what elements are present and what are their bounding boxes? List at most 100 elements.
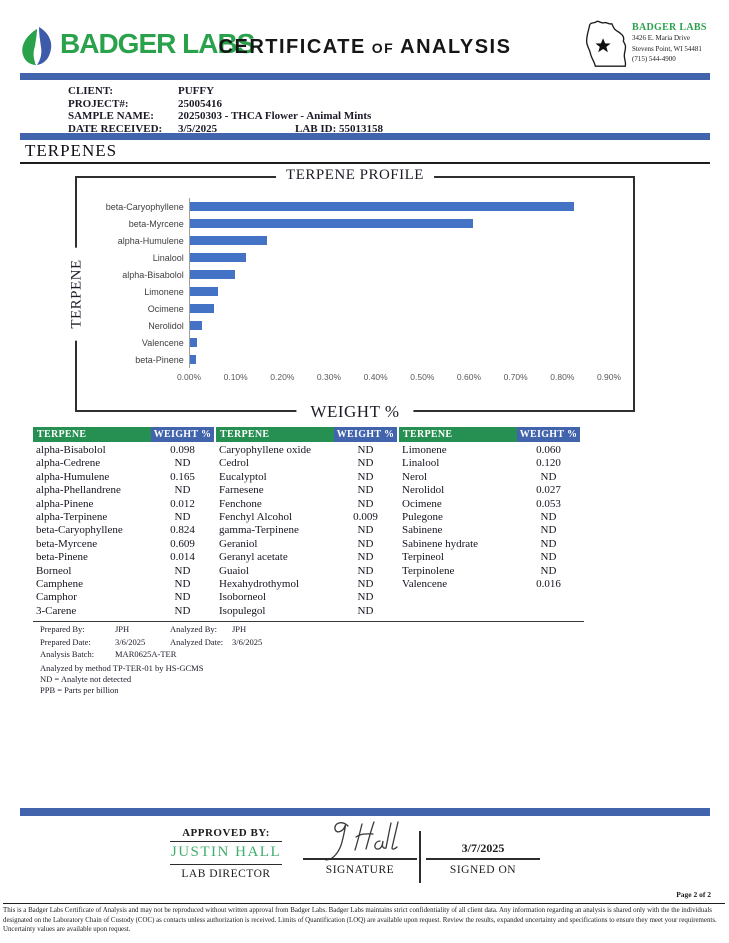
table-header-terpene-1: TERPENE [33,427,151,442]
analyzed-by-value: JPH [232,624,247,634]
terpene-weight-cell: ND [174,510,191,523]
terpene-weight-cell: ND [540,524,557,537]
table-header-terpene-3: TERPENE [399,427,517,442]
chart-bar [189,219,474,228]
terpene-weight-cell: ND [357,444,374,456]
terpene-name-cell: Fenchone [219,497,262,510]
sample-value: 20250303 - THCA Flower - Animal Mints [178,110,372,122]
terpene-profile-chart: TERPENE PROFILE TERPENE WEIGHT % beta-Ca… [68,167,635,422]
terpene-name-cell: Borneol [36,564,72,577]
signed-date-line [426,858,540,860]
terpene-name-cell: Nerol [402,470,428,483]
table-row: beta-Myrcene 0.609 Geraniol ND Sabinene hydr… [33,538,584,551]
terpene-weight-cell: ND [357,457,374,470]
prepared-date-row: Prepared Date: 3/6/2025 Analyzed Date: 3… [40,636,262,649]
table-row: beta-Caryophyllene 0.824 gamma-Terpinene ND… [33,524,584,537]
terpene-weight-cell: 0.009 [353,510,378,523]
terpene-name-cell: Sabinene [402,524,443,537]
certificate-title: CERTIFICATE OF ANALYSIS [200,36,530,59]
chart-bar [189,253,246,262]
terpene-name-cell: Camphor [36,591,77,604]
table-header-weight-3: WEIGHT % [517,427,580,442]
project-row: PROJECT#: 25005416 [68,98,383,110]
lab-address-line2: Stevens Point, WI 54481 [632,44,702,53]
chart-category-label: alpha-Humulene [117,235,184,246]
terpene-weight-cell: 0.120 [536,457,561,470]
chart-bar-row: Valencene [77,334,609,351]
analysis-batch-row: Analysis Batch: MAR0625A-TER [40,648,262,661]
lab-phone: (715) 544-4900 [632,55,676,63]
table-row: alpha-Cedrene ND Cedrol ND Linalool 0.120 [33,457,584,470]
project-label: PROJECT#: [68,97,129,110]
terpene-weight-cell: ND [540,470,557,483]
approval-divider [419,831,421,883]
chart-category-label: Valencene [141,337,184,348]
terpene-name-cell: Geraniol [219,537,258,550]
signature-icon [325,821,399,861]
star-icon [595,38,611,53]
terpene-weight-cell: ND [174,484,191,497]
terpene-weight-cell: ND [357,564,374,577]
table-row: Camphene ND Hexahydrothymol ND Valencene 0.01… [33,578,584,591]
signature-line [303,858,417,860]
terpene-weight-cell: ND [540,537,557,550]
terpene-name-cell: Farnesene [219,484,264,497]
terpene-weight-cell: ND [357,537,374,550]
lab-name: BADGER LABS [632,22,707,33]
divider-band-bottom [20,808,710,816]
terpene-name-cell: Isoborneol [219,591,267,604]
date-received-label: DATE RECEIVED: [68,122,163,135]
chart-x-ticks: 0.00% 0.10% 0.20% 0.30% 0.40% 0.50% 0.60% 0.70%… [177,372,621,384]
terpene-name-cell: Guaiol [219,564,249,577]
terpene-name-cell: alpha-Terpinene [36,510,108,523]
approver-name: JUSTIN HALL [170,842,282,865]
chart-category-label: beta-Myrcene [128,218,184,229]
terpene-name-cell: Valencene [402,577,448,590]
terpene-weight-cell: ND [174,457,191,470]
terpene-weight-cell: ND [357,497,374,510]
chart-bar-row: beta-Myrcene [77,215,609,232]
chart-bar-track [188,249,609,266]
chart-bar-row: Ocimene [77,300,609,317]
terpene-weight-cell: ND [357,551,374,564]
chart-x-tick-label: 0.20% [270,372,295,382]
prepared-date-label: Prepared Date: [40,636,91,647]
terpene-weight-cell: ND [540,564,557,577]
approver-title: LAB DIRECTOR [181,868,271,880]
chart-bar-track [188,266,609,283]
chart-bar-track [188,351,609,368]
table-header-weight-2: WEIGHT % [334,427,397,442]
terpene-name-cell: Camphene [36,577,84,590]
terpene-table-body: alpha-Bisabolol 0.098 Caryophyllene oxide N… [33,442,584,621]
prepared-by-value: JPH [115,624,130,634]
chart-bar-track [188,232,609,249]
table-header-weight-1: WEIGHT % [151,427,214,442]
signature-caption: SIGNATURE [325,864,395,876]
terpene-name-cell: Linalool [402,457,440,470]
analysis-batch-value: MAR0625A-TER [115,649,177,659]
certificate-title-part2: OF [371,40,395,56]
chart-bar [189,202,574,211]
table-row: Camphor ND Isoborneol ND [33,591,584,604]
terpene-name-cell: 3-Carene [36,604,77,617]
chart-bar [189,304,215,313]
terpene-weight-cell: ND [357,484,374,497]
client-label: CLIENT: [68,85,114,97]
chart-x-tick-label: 0.30% [316,372,342,382]
terpene-table-header: TERPENE WEIGHT % TERPENE WEIGHT % TERPEN… [33,427,584,442]
chart-category-label: beta-Caryophyllene [105,201,184,212]
chart-x-axis-label: WEIGHT % [296,402,414,422]
terpene-name-cell: alpha-Bisabolol [36,444,106,456]
lab-address-block: BADGER LABS 3426 E. Maria Drive Stevens … [632,22,727,65]
chart-x-tick-label: 0.80% [550,372,575,382]
client-info-block: CLIENT: PUFFY PROJECT#: 25005416 SAMPLE … [68,85,383,135]
nd-note: ND = Analyte not detected [40,673,132,684]
chart-bar-track [188,283,609,300]
chart-bar-track [188,300,609,317]
chart-bar-row: Nerolidol [77,317,609,334]
terpene-name-cell: Pulegone [402,510,443,523]
date-received-row: DATE RECEIVED: 3/5/2025 LAB ID: 55013158 [68,123,383,135]
terpene-weight-cell: ND [357,604,374,617]
terpene-weight-cell: ND [357,470,374,483]
chart-bar [189,355,197,364]
